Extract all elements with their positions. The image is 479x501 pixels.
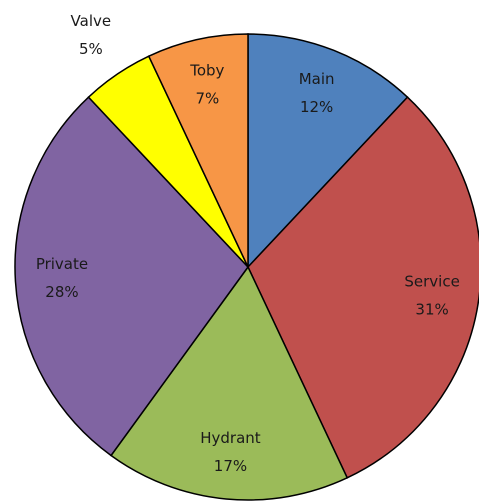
slice-label-name: Valve (71, 12, 112, 30)
pie-slice (147, 33, 249, 268)
pie-slice (14, 96, 249, 457)
slice-label-name: Hydrant (200, 429, 261, 447)
slice-label-value: 5% (79, 40, 103, 58)
slice-label-value: 31% (415, 301, 448, 319)
slice-label-name: Toby (189, 62, 224, 80)
slice-label-name: Service (404, 273, 459, 291)
pie-slice (247, 96, 479, 479)
slice-label-value: 7% (195, 90, 219, 108)
pie-slice (247, 33, 409, 269)
slice-label-value: 12% (300, 98, 333, 116)
slice-label-name: Private (36, 255, 88, 273)
slice-label-name: Main (299, 70, 335, 88)
pie-slice (109, 265, 349, 501)
slice-label-value: 28% (45, 283, 78, 301)
slice-label-value: 17% (214, 457, 247, 475)
